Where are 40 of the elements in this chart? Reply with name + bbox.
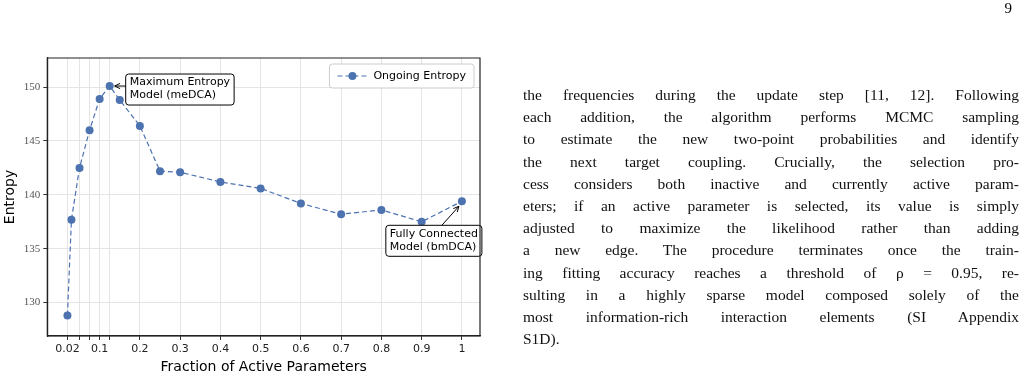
point <box>216 177 225 186</box>
x-tick-label: 0.5 <box>251 342 270 356</box>
point <box>337 210 346 219</box>
point <box>156 167 164 176</box>
y-tick-label: 145 <box>23 133 41 146</box>
x-axis-title: Fraction of Active Parameters <box>160 358 367 375</box>
x-tick-label: 0.8 <box>372 342 391 356</box>
point <box>256 184 265 193</box>
point <box>457 197 466 206</box>
point <box>75 163 84 172</box>
x-tick-label: 0.02 <box>55 342 80 356</box>
x-tick-label: 0.7 <box>332 342 350 356</box>
point <box>95 94 104 103</box>
legend-label: Ongoing Entropy <box>373 68 467 82</box>
point <box>417 217 426 226</box>
text: 9 <box>1004 0 1012 17</box>
point <box>63 311 72 320</box>
x-tick-label: 0.1 <box>90 342 109 356</box>
point <box>296 199 305 208</box>
x-tick-label: 0.9 <box>412 342 431 356</box>
x-tick-label: 0.6 <box>292 342 310 356</box>
y-tick-label: 150 <box>23 79 41 92</box>
point <box>105 82 114 91</box>
text: the frequencies during the update step [11, 12]. Following each addition, the algorithm performs MCMC sampling to estimate the new two-point probabilities and identify the next target coupling. Crucially, the selection pro- cess considers both inactive and currently active param- eters; if an active parameter is selected, its value is simply adjusted to maximize the likelihood rather than adding a new edge. The procedure terminates once the train- ing fitting accuracy reaches a threshold of ρ = 0.95, re- sulting in a highly sparse model composed solely of the most information-rich interaction elements (SI Appendix S1D). <box>523 86 1019 348</box>
y-axis-title: Entropy <box>1 169 18 225</box>
y-tick-label: 135 <box>23 241 41 254</box>
annotation: Fully Connected Model (bmDCA) <box>389 226 478 253</box>
x-tick-label: 0.2 <box>131 342 149 356</box>
x-tick-label: 0.4 <box>211 342 230 356</box>
point <box>176 168 185 177</box>
point <box>377 205 386 214</box>
x-tick-label: 0.3 <box>171 342 189 356</box>
point <box>67 215 76 224</box>
annotation: Maximum Entropy Model (meDCA) <box>129 75 231 102</box>
point <box>85 126 94 135</box>
point <box>135 121 144 130</box>
y-tick-label: 140 <box>23 187 41 200</box>
x-tick-label: 1 <box>458 342 466 356</box>
point <box>115 96 124 105</box>
y-tick-label: 130 <box>23 295 41 308</box>
